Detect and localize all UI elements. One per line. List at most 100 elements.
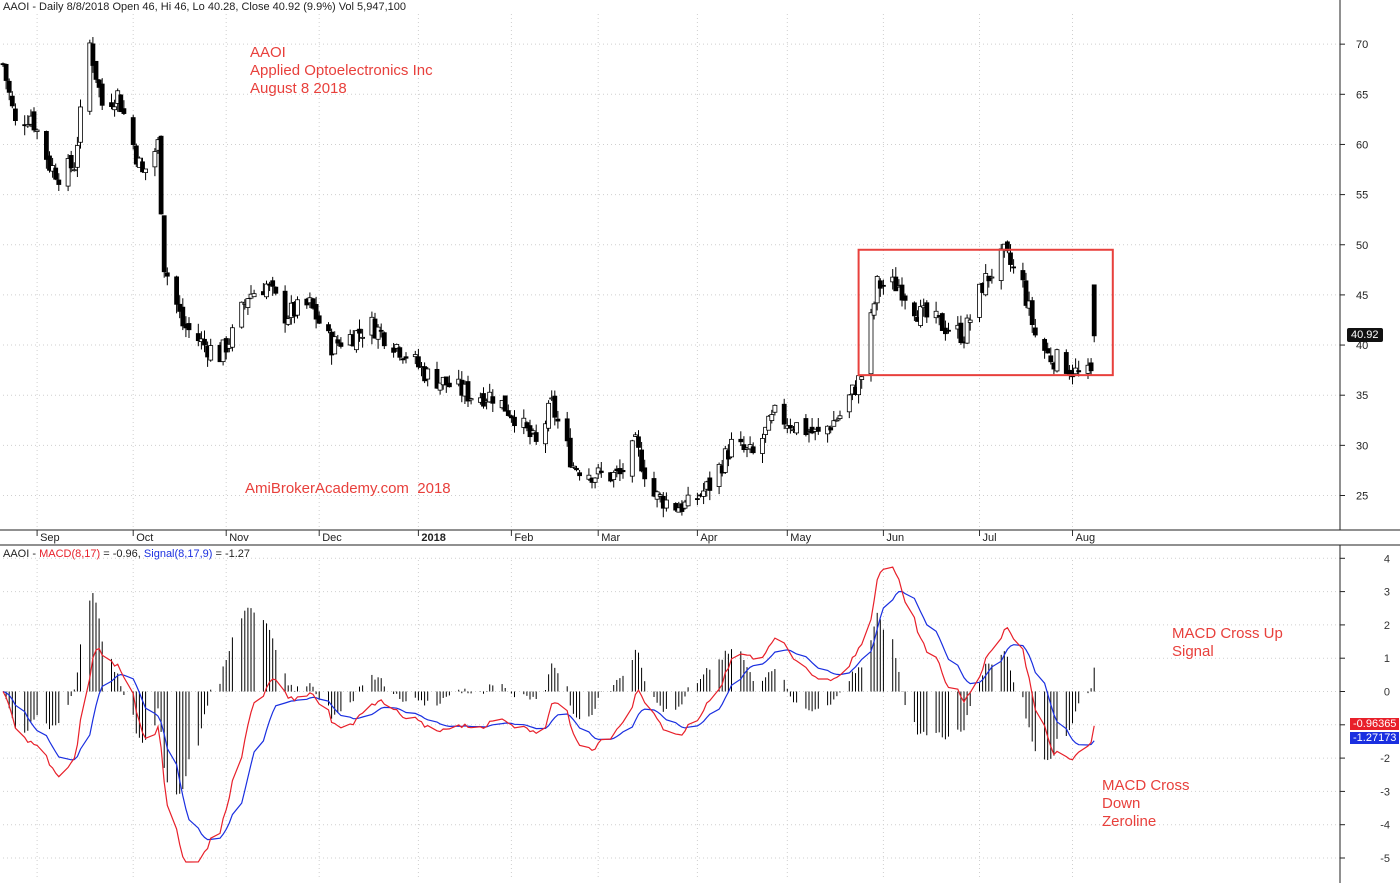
candle-body [282, 290, 288, 324]
cross-down-annotation: MACD Cross Down Zeroline [1102, 777, 1190, 831]
candle-body [332, 336, 338, 355]
x-tick-label: Jun [886, 532, 904, 544]
candle-body [161, 215, 167, 273]
candle-body [899, 284, 905, 301]
candle-body [239, 301, 245, 328]
signal-last-label: -1.27173 [1350, 732, 1400, 744]
candle-body [75, 145, 80, 168]
candle-body [803, 418, 809, 436]
candle-body [722, 448, 728, 473]
candle-body [31, 111, 37, 131]
candle-body [412, 354, 418, 358]
candle-body [229, 327, 235, 348]
x-tick-label: Dec [322, 532, 342, 544]
grid [3, 14, 1340, 878]
candle-body [56, 179, 62, 185]
macd-line [2, 566, 1095, 863]
candle-body [543, 423, 548, 445]
candle-body [1091, 284, 1097, 337]
candle-body [195, 333, 201, 342]
candle-body [868, 312, 874, 375]
candle-body [270, 280, 276, 287]
candle-body [871, 303, 877, 316]
candle-body [338, 342, 344, 347]
price-y-label: 45 [1356, 290, 1368, 302]
candle-body [958, 322, 964, 344]
price-y-label: 70 [1356, 39, 1368, 51]
candle-body [90, 43, 96, 66]
cross-up-annotation: MACD Cross Up Signal [1172, 625, 1283, 661]
candle-body [109, 102, 114, 107]
price-y-label: 55 [1356, 190, 1368, 202]
candle-body [326, 324, 331, 332]
candle-body [611, 472, 617, 481]
candle-body [174, 276, 180, 305]
candle-body [415, 356, 421, 368]
candle-body [766, 415, 772, 431]
candle-body [378, 329, 384, 332]
highlight-rectangle [857, 248, 1114, 377]
macd-y-label: 0 [1384, 687, 1390, 699]
candle-body [837, 415, 843, 419]
price-y-label: 60 [1356, 139, 1368, 151]
candle-body [986, 275, 992, 282]
candle-body [741, 444, 747, 451]
candle-body [360, 336, 366, 339]
candle-body [394, 344, 400, 349]
candle-body [533, 432, 539, 442]
price-y-label: 40 [1356, 340, 1368, 352]
candle-body [946, 329, 951, 332]
candle-body [924, 302, 930, 318]
candle-body [546, 402, 551, 429]
candle-body [834, 419, 840, 422]
candle-body [967, 319, 973, 323]
annotation-line: Zeroline [1102, 813, 1157, 830]
candle-body [983, 273, 989, 296]
candle-body [6, 80, 12, 93]
macd-prefix: AAOI - [3, 548, 40, 560]
candle-body [633, 434, 638, 437]
candle-body [716, 463, 722, 487]
candle-body [552, 395, 558, 418]
macd-y-label: 3 [1384, 587, 1390, 599]
title-line: August 8 2018 [250, 80, 347, 97]
candle-body [902, 295, 908, 301]
candles [0, 37, 1097, 518]
x-tick-label: May [790, 532, 811, 544]
candle-body [425, 368, 431, 380]
macd-y-label: -3 [1380, 786, 1390, 798]
candle-body [912, 302, 917, 317]
candle-body [202, 338, 207, 346]
candle-body [729, 438, 734, 458]
candle-body [877, 280, 883, 289]
candle-body [313, 304, 319, 320]
candle-body [760, 438, 765, 454]
candle-body [1023, 280, 1029, 306]
candle-body [78, 106, 83, 143]
candle-body [1054, 349, 1060, 372]
candle-body [44, 130, 49, 160]
candle-body [564, 418, 570, 442]
candle-body [443, 376, 449, 386]
candle-body [592, 477, 598, 483]
candle-body [505, 410, 511, 416]
candle-body [639, 449, 644, 472]
candle-body [1032, 327, 1038, 336]
highlight-box [857, 248, 1114, 377]
price-y-label: 50 [1356, 240, 1368, 252]
macd-name: MACD(8,17) [39, 548, 101, 560]
candle-body [881, 284, 886, 287]
candle-body [112, 106, 117, 111]
candle-body [574, 467, 579, 471]
annotation-line: MACD Cross [1102, 777, 1190, 794]
candle-body [567, 437, 573, 468]
candle-body [490, 396, 496, 404]
candle-body [446, 382, 452, 388]
candle-body [93, 60, 99, 80]
candle-body [933, 310, 939, 319]
candle-body [25, 124, 31, 127]
candle-body [657, 494, 663, 497]
candle-body [738, 438, 744, 443]
candle-body [53, 167, 59, 180]
